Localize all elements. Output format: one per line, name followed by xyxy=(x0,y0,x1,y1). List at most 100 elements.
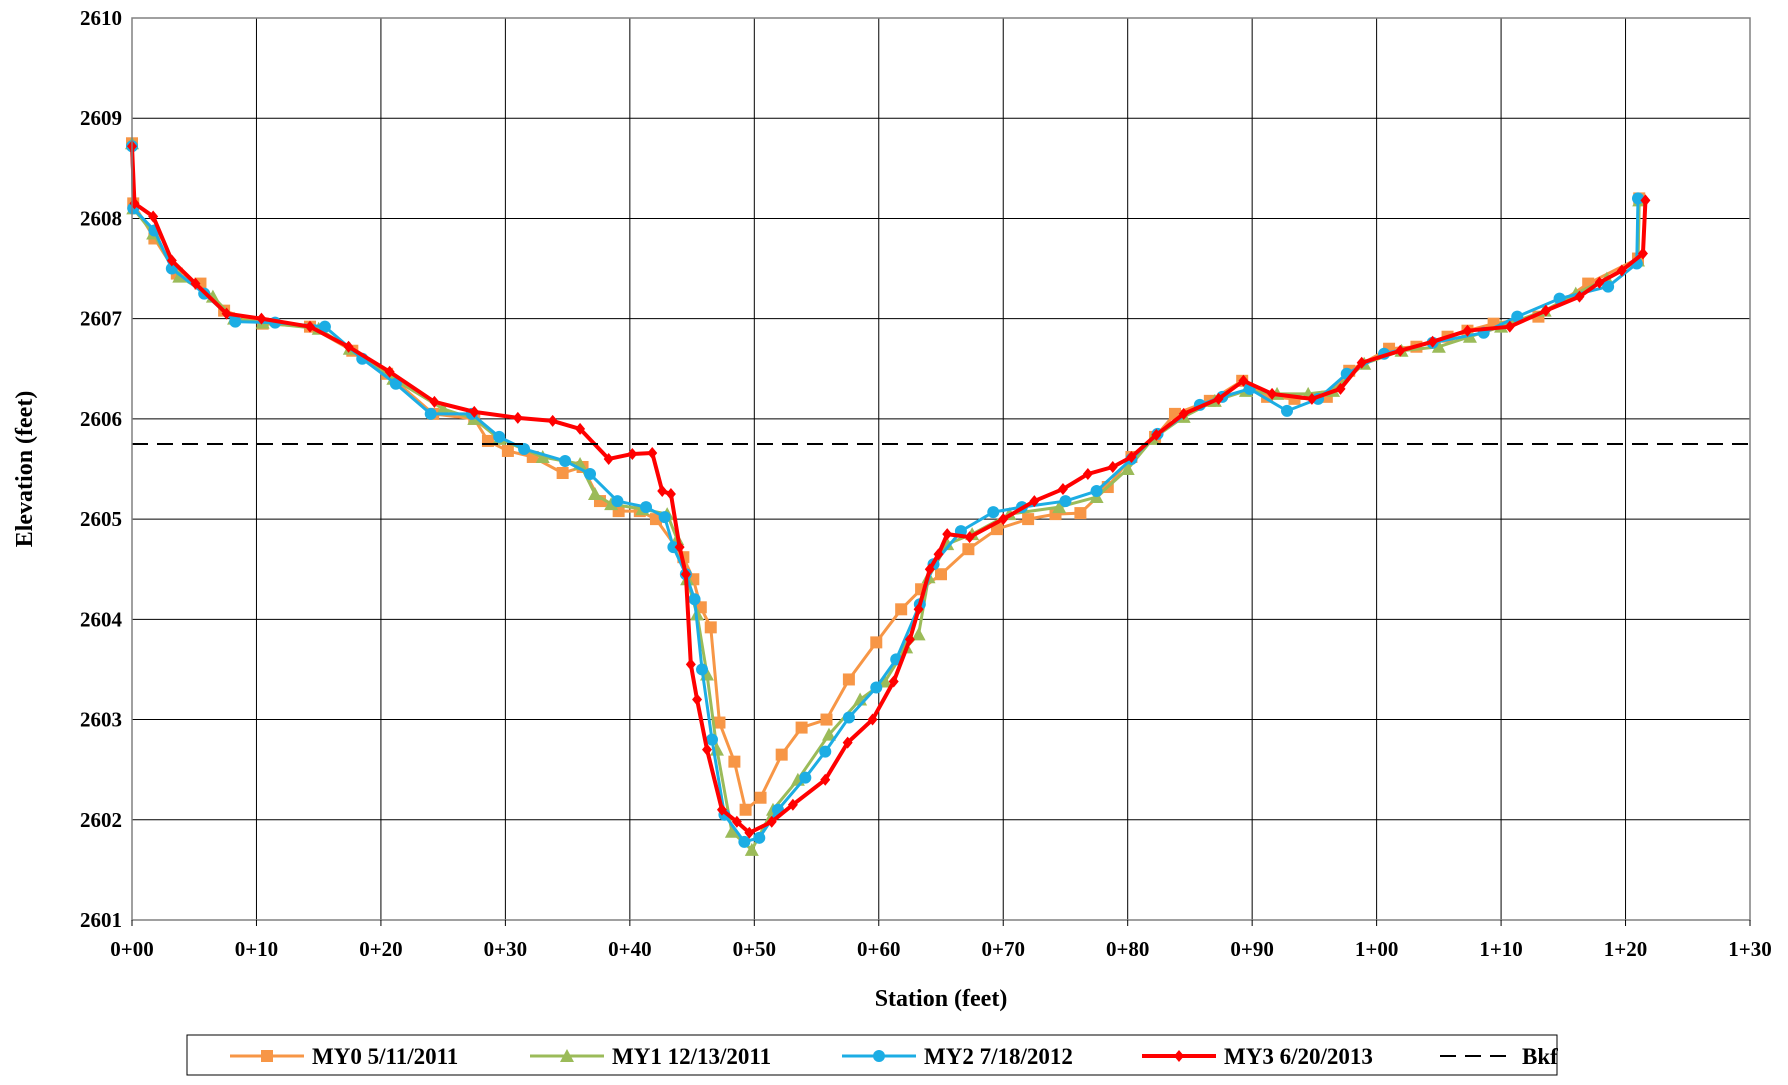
data-point-2 xyxy=(705,733,718,746)
data-point-3 xyxy=(998,513,1009,526)
series-2 xyxy=(126,140,1644,848)
y-tick-label: 2610 xyxy=(80,6,122,30)
data-point-3 xyxy=(1637,247,1648,260)
data-point-3 xyxy=(744,826,755,839)
data-point-3 xyxy=(1504,320,1515,333)
data-point-3 xyxy=(1427,335,1438,348)
data-point-0 xyxy=(713,716,726,729)
legend-label-2: MY2 7/18/2012 xyxy=(924,1044,1073,1069)
data-point-3 xyxy=(469,405,480,418)
data-point-3 xyxy=(1574,290,1585,303)
data-point-3 xyxy=(820,773,831,786)
data-point-2 xyxy=(799,771,812,784)
data-point-2 xyxy=(1511,310,1524,323)
data-point-0 xyxy=(1074,507,1087,520)
data-point-3 xyxy=(1395,344,1406,357)
data-point-2 xyxy=(1602,280,1615,293)
data-point-3 xyxy=(1540,304,1551,317)
data-point-0 xyxy=(820,713,833,726)
data-point-3 xyxy=(964,531,975,544)
x-tick-label: 0+10 xyxy=(235,937,278,961)
data-point-3 xyxy=(904,633,915,646)
data-point-3 xyxy=(1082,468,1093,481)
data-point-3 xyxy=(512,411,523,424)
data-point-2 xyxy=(584,468,597,481)
y-tick-label: 2606 xyxy=(80,407,122,431)
data-point-0 xyxy=(842,673,855,686)
data-point-0 xyxy=(870,636,883,649)
legend-label-3: MY3 6/20/2013 xyxy=(1224,1044,1373,1069)
data-point-2 xyxy=(1631,192,1644,205)
x-tick-label: 0+30 xyxy=(484,937,527,961)
data-point-3 xyxy=(692,693,703,706)
data-point-2 xyxy=(753,831,766,844)
data-point-0 xyxy=(481,434,494,447)
data-point-0 xyxy=(754,791,767,804)
data-point-1 xyxy=(587,487,602,501)
data-point-3 xyxy=(647,446,658,459)
data-point-1 xyxy=(744,842,759,856)
data-point-2 xyxy=(1281,404,1294,417)
data-point-3 xyxy=(665,488,676,501)
data-point-2 xyxy=(987,506,1000,519)
data-point-3 xyxy=(343,340,354,353)
x-tick-label: 0+80 xyxy=(1106,937,1149,961)
data-point-3 xyxy=(1151,428,1162,441)
x-tick-label: 1+00 xyxy=(1355,937,1398,961)
data-point-3 xyxy=(384,365,395,378)
data-point-3 xyxy=(924,563,935,576)
series-line-0 xyxy=(130,143,1641,812)
x-tick-label: 0+90 xyxy=(1230,937,1273,961)
data-point-3 xyxy=(674,541,685,554)
legend-marker-2 xyxy=(873,1050,885,1062)
data-point-3 xyxy=(148,210,159,223)
data-point-3 xyxy=(304,320,315,333)
data-point-1 xyxy=(1431,339,1446,353)
data-point-2 xyxy=(518,442,531,455)
data-point-1 xyxy=(1052,500,1067,514)
data-point-2 xyxy=(493,430,506,443)
y-tick-label: 2605 xyxy=(80,507,122,531)
x-tick-label: 0+70 xyxy=(981,937,1024,961)
legend-marker-3 xyxy=(1174,1050,1184,1062)
data-point-3 xyxy=(913,603,924,616)
data-point-2 xyxy=(870,681,883,694)
data-point-3 xyxy=(702,743,713,756)
data-point-3 xyxy=(429,395,440,408)
legend-marker-0 xyxy=(261,1050,273,1062)
legend-label-1: MY1 12/13/2011 xyxy=(612,1044,771,1069)
data-point-3 xyxy=(867,713,878,726)
series-line-3 xyxy=(130,146,1648,835)
series-line-2 xyxy=(130,146,1640,844)
data-point-2 xyxy=(842,711,855,724)
data-point-3 xyxy=(1462,324,1473,337)
data-point-3 xyxy=(1335,382,1346,395)
data-point-2 xyxy=(424,407,437,420)
data-point-0 xyxy=(1049,508,1062,521)
y-tick-label: 2602 xyxy=(80,808,122,832)
x-tick-label: 0+40 xyxy=(608,937,651,961)
data-point-1 xyxy=(436,401,451,415)
data-point-3 xyxy=(731,815,742,828)
data-point-1 xyxy=(877,674,892,688)
x-tick-label: 0+60 xyxy=(857,937,900,961)
data-point-3 xyxy=(787,798,798,811)
data-point-2 xyxy=(611,495,624,508)
data-point-0 xyxy=(501,444,514,457)
series-0 xyxy=(126,137,1646,816)
legend-label-0: MY0 5/11/2011 xyxy=(312,1044,458,1069)
data-point-0 xyxy=(704,621,717,634)
data-point-2 xyxy=(1059,495,1072,508)
data-point-0 xyxy=(556,467,569,480)
y-tick-label: 2604 xyxy=(80,607,123,631)
data-point-2 xyxy=(738,835,751,848)
data-point-2 xyxy=(229,315,242,328)
x-tick-label: 1+20 xyxy=(1604,937,1647,961)
x-tick-label: 0+50 xyxy=(733,937,776,961)
data-point-1 xyxy=(1120,462,1135,475)
data-point-1 xyxy=(535,449,550,463)
data-point-3 xyxy=(1029,495,1040,508)
y-tick-label: 2603 xyxy=(80,708,122,732)
